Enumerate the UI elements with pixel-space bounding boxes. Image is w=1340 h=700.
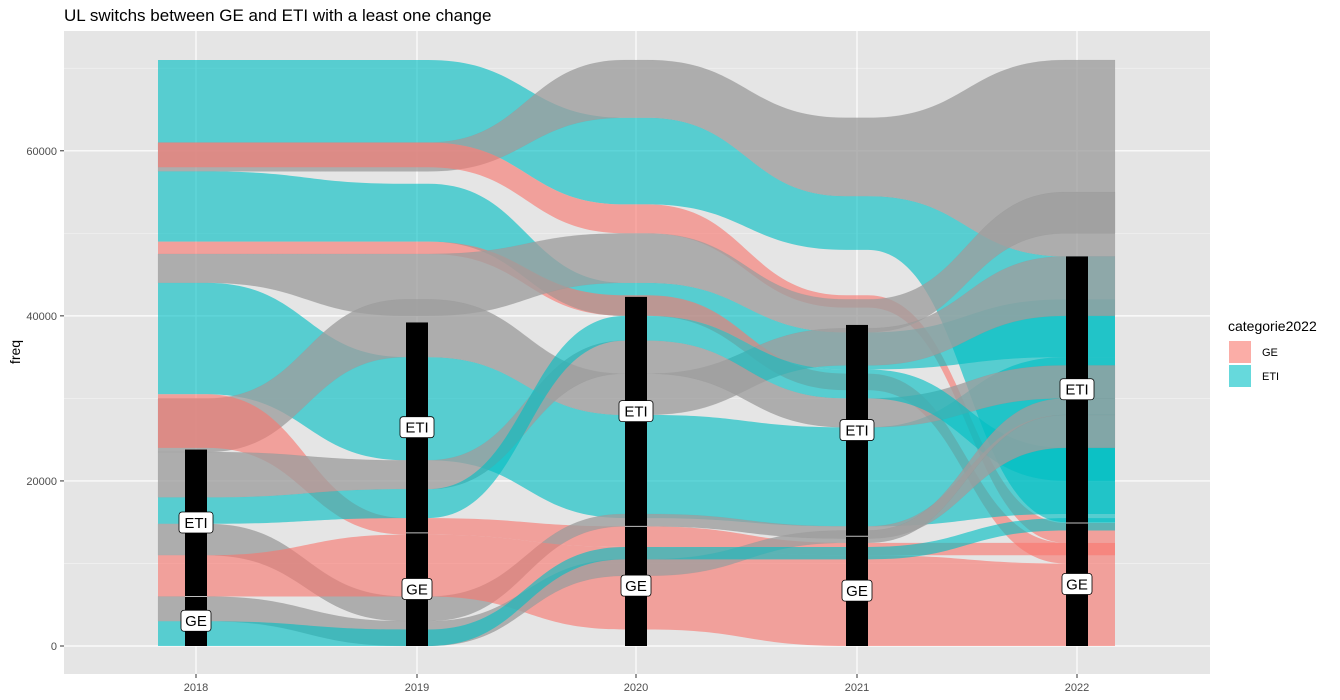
stratum-label-2019-ETI: ETI <box>405 420 428 437</box>
legend-swatch-GE <box>1229 341 1251 363</box>
flow-grey-5 <box>157 191 1116 333</box>
y-tick-label: 40000 <box>26 311 57 323</box>
stratum-bar-2019 <box>406 322 428 646</box>
stratum-label-2018-GE: GE <box>185 613 207 630</box>
strata-layer: GE ETI GE ETI GE ETI GE ETI GE ETI <box>178 256 1095 646</box>
x-tick-label-2019: 2019 <box>405 682 429 694</box>
legend-label-GE: GE <box>1262 347 1278 359</box>
y-tick-label: 60000 <box>26 146 57 158</box>
flow-cyan-14 <box>158 518 1115 646</box>
stratum-label-2022-GE: GE <box>1066 577 1088 594</box>
x-tick-label-2022: 2022 <box>1065 682 1089 694</box>
stratum-label-box-2022-GE <box>1061 573 1093 595</box>
stratum-label-2021-GE: GE <box>846 583 868 600</box>
stratum-label-2018-ETI: ETI <box>184 515 207 532</box>
stratum-label-box-2022-ETI <box>1059 378 1095 401</box>
flow-cyan-3 <box>158 171 1115 370</box>
legend-swatch-ETI <box>1229 365 1251 387</box>
y-axis-title: freq <box>7 340 23 364</box>
x-tick-label-2018: 2018 <box>184 682 208 694</box>
x-tick-label-2020: 2020 <box>624 682 648 694</box>
stratum-label-box-2018-ETI <box>178 511 214 534</box>
x-tick-label-2021: 2021 <box>845 682 869 694</box>
y-axis: 0 20000 40000 60000 <box>26 146 64 653</box>
stratum-label-2022-ETI: ETI <box>1065 382 1088 399</box>
flow-cyan-10 <box>158 315 1115 524</box>
stratum-bar-2022 <box>1066 256 1088 646</box>
flow-grey-13 <box>157 398 1116 647</box>
flow-grey-7 <box>157 256 1116 453</box>
stratum-label-2020-ETI: ETI <box>624 404 647 421</box>
stratum-label-box-2020-GE <box>620 574 652 597</box>
stratum-label-box-2018-GE <box>180 609 212 632</box>
stratum-label-2020-GE: GE <box>625 578 647 595</box>
stratum-label-box-2019-GE <box>401 578 433 600</box>
legend: categorie2022 GE ETI <box>1228 318 1317 387</box>
stratum-bar-2021 <box>846 324 868 646</box>
stratum-label-2019-GE: GE <box>406 581 428 598</box>
stratum-label-box-2021-GE <box>841 579 873 602</box>
y-tick-label: 20000 <box>26 476 57 488</box>
y-tick-label: 0 <box>51 641 57 653</box>
stratum-label-2021-ETI: ETI <box>845 423 868 440</box>
stratum-label-box-2021-ETI <box>839 419 875 441</box>
flow-red-8 <box>158 394 1115 556</box>
flow-cyan-6 <box>158 282 1115 527</box>
chart-title: UL switchs between GE and ETI with a lea… <box>64 6 491 25</box>
stratum-label-box-2020-ETI <box>618 400 654 423</box>
stratum-bar-2020 <box>625 296 647 646</box>
legend-title: categorie2022 <box>1228 318 1317 334</box>
flows-layer <box>157 59 1116 647</box>
x-axis: 2018 2019 2020 2021 2022 <box>184 674 1089 694</box>
stratum-label-box-2019-ETI <box>399 416 435 439</box>
legend-label-ETI: ETI <box>1262 371 1279 383</box>
